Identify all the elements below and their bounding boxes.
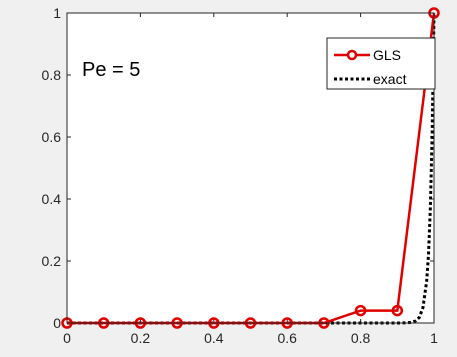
x-tick-label: 1 bbox=[430, 330, 438, 346]
y-tick-label: 0.6 bbox=[42, 129, 62, 145]
series-gls-marker bbox=[354, 304, 367, 317]
x-tick-label: 0 bbox=[63, 330, 71, 346]
y-tick-label: 0 bbox=[53, 315, 61, 331]
series-gls-marker bbox=[391, 304, 404, 317]
y-tick-label: 0.2 bbox=[42, 253, 62, 269]
x-tick-label: 0.6 bbox=[277, 330, 297, 346]
legend-exact-label: exact bbox=[373, 71, 407, 87]
axes-box bbox=[66, 12, 435, 324]
x-tick-label: 0.2 bbox=[131, 330, 151, 346]
y-tick-label: 0.4 bbox=[42, 191, 62, 207]
y-tick-label: 1 bbox=[53, 5, 61, 21]
x-tick-label: 0.4 bbox=[204, 330, 224, 346]
legend: GLS exact bbox=[326, 37, 436, 90]
pe-annotation: Pe = 5 bbox=[82, 59, 140, 81]
legend-gls-label: GLS bbox=[373, 47, 401, 63]
y-tick-label: 0.8 bbox=[42, 67, 62, 83]
legend-gls-marker bbox=[346, 49, 358, 61]
x-tick-label: 0.8 bbox=[351, 330, 371, 346]
